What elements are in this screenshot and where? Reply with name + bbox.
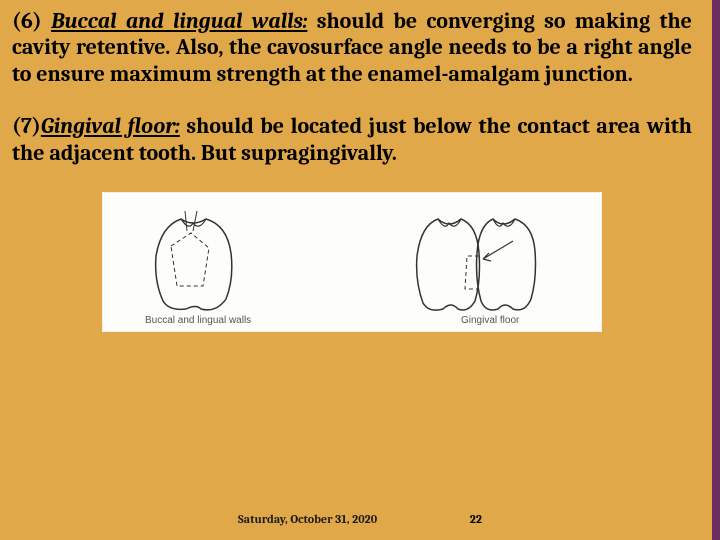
slide-content: (6) Buccal and lingual walls: should be … [0,0,720,332]
tooth-left-indicator2 [193,211,197,231]
tooth-left-diagram [141,201,251,321]
footer-date: Saturday, October 31, 2020 [238,512,377,526]
footer-page-number: 22 [470,512,482,526]
figure-label-right: Gingival floor [461,315,519,326]
tooth-a-outline [417,219,480,310]
tooth-a-cusp [438,219,461,226]
slide-footer: Saturday, October 31, 2020 22 [0,512,720,526]
paragraph-7: (7)Gingival floor: should be located jus… [12,113,692,166]
accent-bar [712,0,720,540]
figure-label-left: Buccal and lingual walls [145,315,251,326]
p6-number: (6) [12,8,51,34]
tooth-b-outline [477,219,536,310]
tooth-left-cavity [171,233,209,286]
tooth-left-outline [156,219,232,310]
p7-number: (7) [12,113,41,139]
tooth-arrow [483,241,513,259]
p7-heading: Gingival floor: [41,113,180,139]
tooth-pair-diagram [403,201,553,321]
paragraph-6: (6) Buccal and lingual walls: should be … [12,8,692,87]
dental-figure: Buccal and lingual walls Gingival floor [102,192,602,332]
p6-heading: Buccal and lingual walls: [51,8,307,34]
